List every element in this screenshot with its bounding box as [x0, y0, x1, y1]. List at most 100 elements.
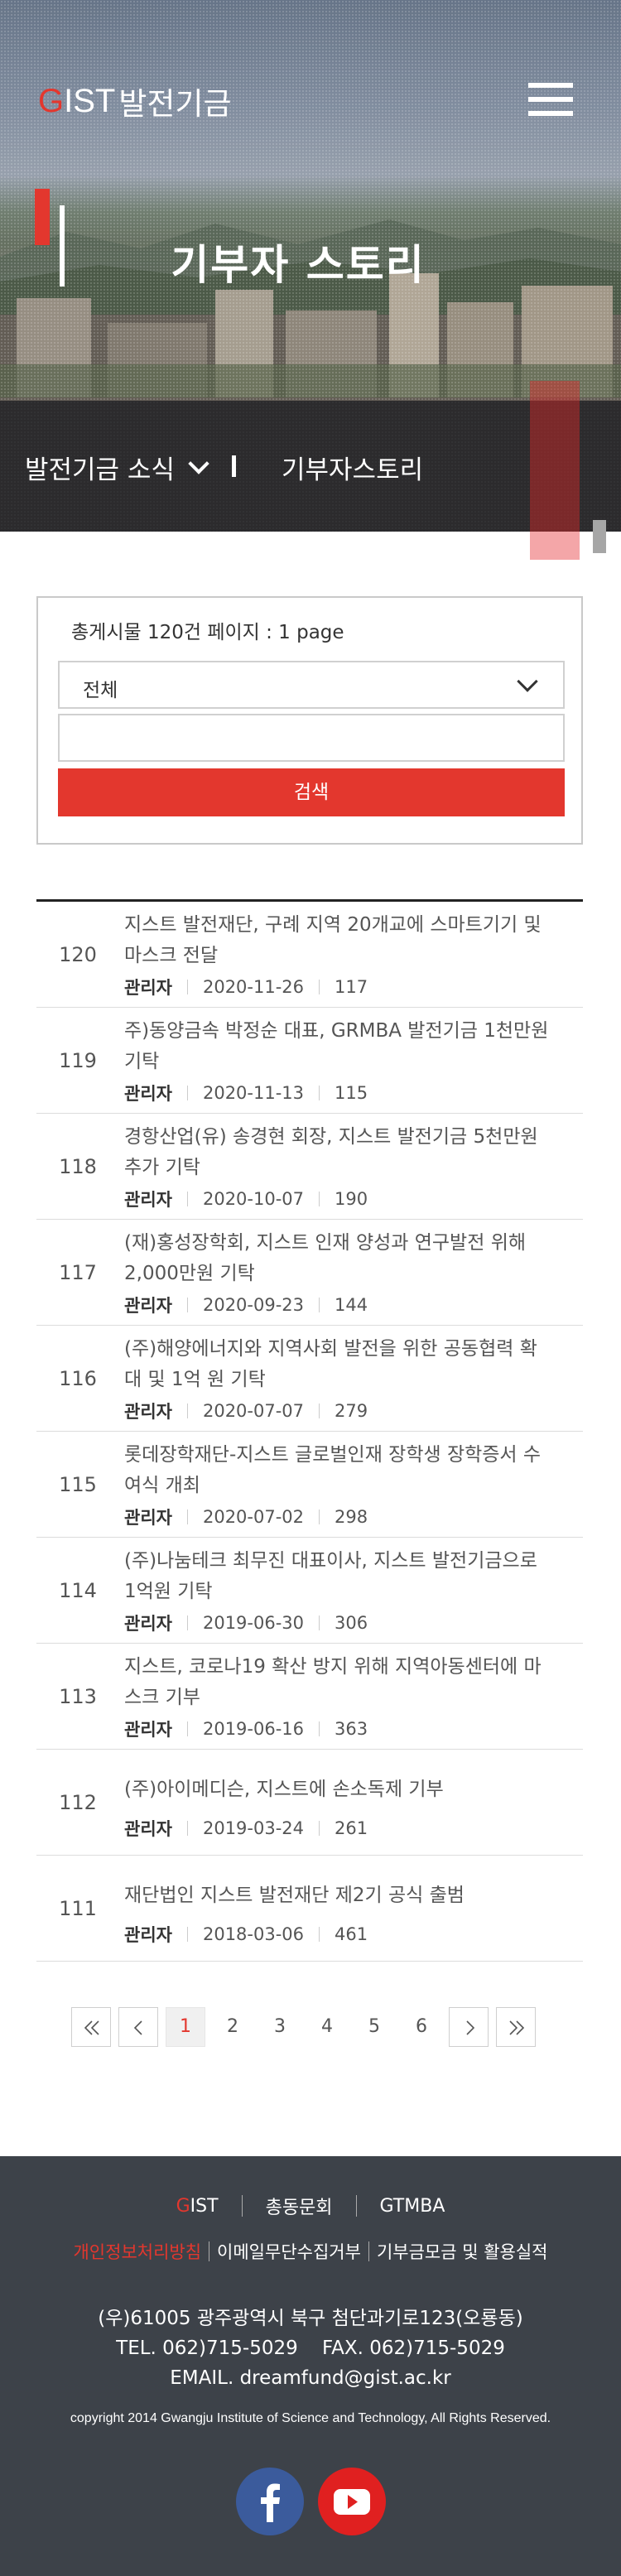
table-row[interactable]: 111 재단법인 지스트 발전재단 제2기 공식 출범 관리자 2018-03-06 4… [36, 1856, 583, 1962]
post-title-link[interactable]: (재)홍성장학회, 지스트 인재 양성과 연구발전 위해 2,000만원 기탁 [124, 1232, 527, 1284]
meta-divider [319, 1615, 320, 1630]
table-row[interactable]: 116 (주)해양에너지와 지역사회 발전을 위한 공동협력 확대 및 1억 원 … [36, 1326, 583, 1432]
post-meta: 관리자 2019-03-24 261 [124, 1816, 368, 1841]
meta-divider [319, 1192, 320, 1206]
double-chevron-left-icon[interactable] [71, 2007, 111, 2047]
meta-divider [186, 1298, 188, 1312]
nav-divider [232, 455, 236, 477]
post-date: 2020-07-07 [202, 1401, 305, 1421]
footer-divider [241, 2195, 243, 2217]
table-row[interactable]: 115 롯데장학재단-지스트 글로벌인재 장학생 장학증서 수여식 개최 관리자 20… [36, 1432, 583, 1538]
post-number: 120 [59, 943, 97, 966]
post-date: 2019-06-30 [202, 1613, 305, 1633]
hamburger-menu-icon[interactable] [528, 83, 573, 116]
post-date: 2020-07-02 [202, 1507, 305, 1527]
footer-gist-rest: IST [190, 2195, 219, 2217]
footer-gist-g: G [176, 2195, 190, 2217]
post-views: 279 [335, 1401, 368, 1421]
footer-link-alumni[interactable]: 총동문회 [265, 2198, 333, 2218]
pink-decoration [530, 532, 580, 560]
post-views: 117 [335, 977, 368, 997]
meta-divider [319, 1927, 320, 1942]
site-logo[interactable]: G IST 발전기금 [38, 79, 232, 123]
chevron-left-icon[interactable] [118, 2007, 158, 2047]
nav-current-page[interactable]: 기부자스토리 [282, 455, 424, 485]
footer-link-privacy[interactable]: 개인정보처리방침 [73, 2242, 202, 2262]
footer-email: EMAIL. dreamfund@gist.ac.kr [170, 2367, 451, 2389]
page-number[interactable]: 2 [213, 2007, 253, 2047]
nav-red-decoration [530, 381, 580, 532]
post-number: 113 [59, 1685, 97, 1708]
post-author: 관리자 [124, 1402, 172, 1422]
footer-link-gtmba[interactable]: GTMBA [379, 2195, 445, 2217]
chevron-down-icon [517, 671, 538, 692]
meta-divider [319, 1404, 320, 1418]
page-number-current[interactable]: 1 [166, 2007, 205, 2047]
search-input[interactable] [58, 714, 565, 762]
search-button[interactable]: 검색 [58, 768, 565, 816]
pagination: 1 2 3 4 5 6 [71, 2007, 543, 2047]
double-chevron-right-icon[interactable] [496, 2007, 536, 2047]
post-title-link[interactable]: 경항산업(유) 송경현 회장, 지스트 발전기금 5천만원 추가 기탁 [124, 1126, 538, 1178]
post-title-link[interactable]: 지스트 발전재단, 구례 지역 20개교에 스마트기기 및 마스크 전달 [124, 914, 542, 966]
post-date: 2019-06-16 [202, 1719, 305, 1739]
post-title-link[interactable]: (주)아이메디슨, 지스트에 손소독제 기부 [124, 1779, 444, 1800]
post-meta: 관리자 2020-10-07 190 [124, 1187, 368, 1211]
chevron-right-icon[interactable] [449, 2007, 489, 2047]
page-number[interactable]: 6 [402, 2007, 441, 2047]
post-date: 2020-11-13 [202, 1083, 305, 1103]
post-author: 관리자 [124, 1819, 172, 1839]
footer-link-donation-report[interactable]: 기부금모금 및 활용실적 [376, 2242, 548, 2262]
footer-address: (우)61005 광주광역시 북구 첨단과기로123(오룡동) [98, 2308, 523, 2329]
post-title-link[interactable]: (주)해양에너지와 지역사회 발전을 위한 공동협력 확대 및 1억 원 기탁 [124, 1338, 537, 1390]
post-title-link[interactable]: 주)동양금속 박정순 대표, GRMBA 발전기금 1천만원 기탁 [124, 1020, 549, 1072]
select-value: 전체 [83, 680, 118, 701]
post-views: 115 [335, 1083, 368, 1103]
meta-divider [319, 1298, 320, 1312]
post-author: 관리자 [124, 978, 172, 998]
footer-links-primary: GIST 총동문회 GTMBA [0, 2193, 621, 2219]
post-title-link[interactable]: 지스트, 코로나19 확산 방지 위해 지역아동센터에 마스크 기부 [124, 1656, 542, 1708]
post-number: 116 [59, 1367, 97, 1390]
meta-divider [186, 1509, 188, 1524]
post-views: 261 [335, 1818, 368, 1838]
facebook-icon[interactable] [236, 2468, 304, 2535]
nav-category-dropdown[interactable]: 발전기금 소식 [25, 449, 209, 486]
post-author: 관리자 [124, 1720, 172, 1740]
post-title-link[interactable]: (주)나눔테크 최무진 대표이사, 지스트 발전기금으로 1억원 기탁 [124, 1550, 537, 1602]
hero-white-accent [60, 205, 65, 286]
post-meta: 관리자 2019-06-16 363 [124, 1717, 368, 1741]
post-title-link[interactable]: 재단법인 지스트 발전재단 제2기 공식 출범 [124, 1885, 465, 1906]
page-number[interactable]: 3 [260, 2007, 300, 2047]
table-row[interactable]: 112 (주)아이메디슨, 지스트에 손소독제 기부 관리자 2019-03-24 26… [36, 1750, 583, 1856]
meta-divider [186, 1192, 188, 1206]
table-row[interactable]: 119 주)동양금속 박정순 대표, GRMBA 발전기금 1천만원 기탁 관리자 2… [36, 1008, 583, 1114]
post-meta: 관리자 2020-07-02 298 [124, 1505, 368, 1529]
post-author: 관리자 [124, 1925, 172, 1945]
meta-divider [319, 1821, 320, 1836]
meta-divider [186, 1086, 188, 1100]
footer-link-gist[interactable]: GIST [153, 2196, 242, 2217]
table-row[interactable]: 114 (주)나눔테크 최무진 대표이사, 지스트 발전기금으로 1억원 기탁 관리… [36, 1538, 583, 1644]
post-title-link[interactable]: 롯데장학재단-지스트 글로벌인재 장학생 장학증서 수여식 개최 [124, 1444, 542, 1496]
youtube-icon[interactable] [318, 2468, 386, 2535]
footer [0, 2156, 621, 2576]
search-category-select[interactable]: 전체 [58, 661, 565, 709]
post-meta: 관리자 2020-11-26 117 [124, 975, 368, 999]
post-date: 2018-03-06 [202, 1924, 305, 1944]
footer-copyright: copyright 2014 Gwangju Institute of Scie… [70, 2411, 551, 2425]
page-number[interactable]: 5 [354, 2007, 394, 2047]
table-row[interactable]: 117 (재)홍성장학회, 지스트 인재 양성과 연구발전 위해 2,000만원 … [36, 1220, 583, 1326]
footer-divider [355, 2195, 357, 2217]
page-number[interactable]: 4 [307, 2007, 347, 2047]
footer-link-email-policy[interactable]: 이메일무단수집거부 [217, 2242, 361, 2262]
post-views: 190 [335, 1189, 368, 1209]
table-row[interactable]: 118 경항산업(유) 송경현 회장, 지스트 발전기금 5천만원 추가 기탁 관리… [36, 1114, 583, 1220]
post-date: 2020-10-07 [202, 1189, 305, 1209]
post-views: 144 [335, 1295, 368, 1315]
post-views: 298 [335, 1507, 368, 1527]
footer-links-policy: 개인정보처리방침 이메일무단수집거부 기부금모금 및 활용실적 [0, 2239, 621, 2264]
